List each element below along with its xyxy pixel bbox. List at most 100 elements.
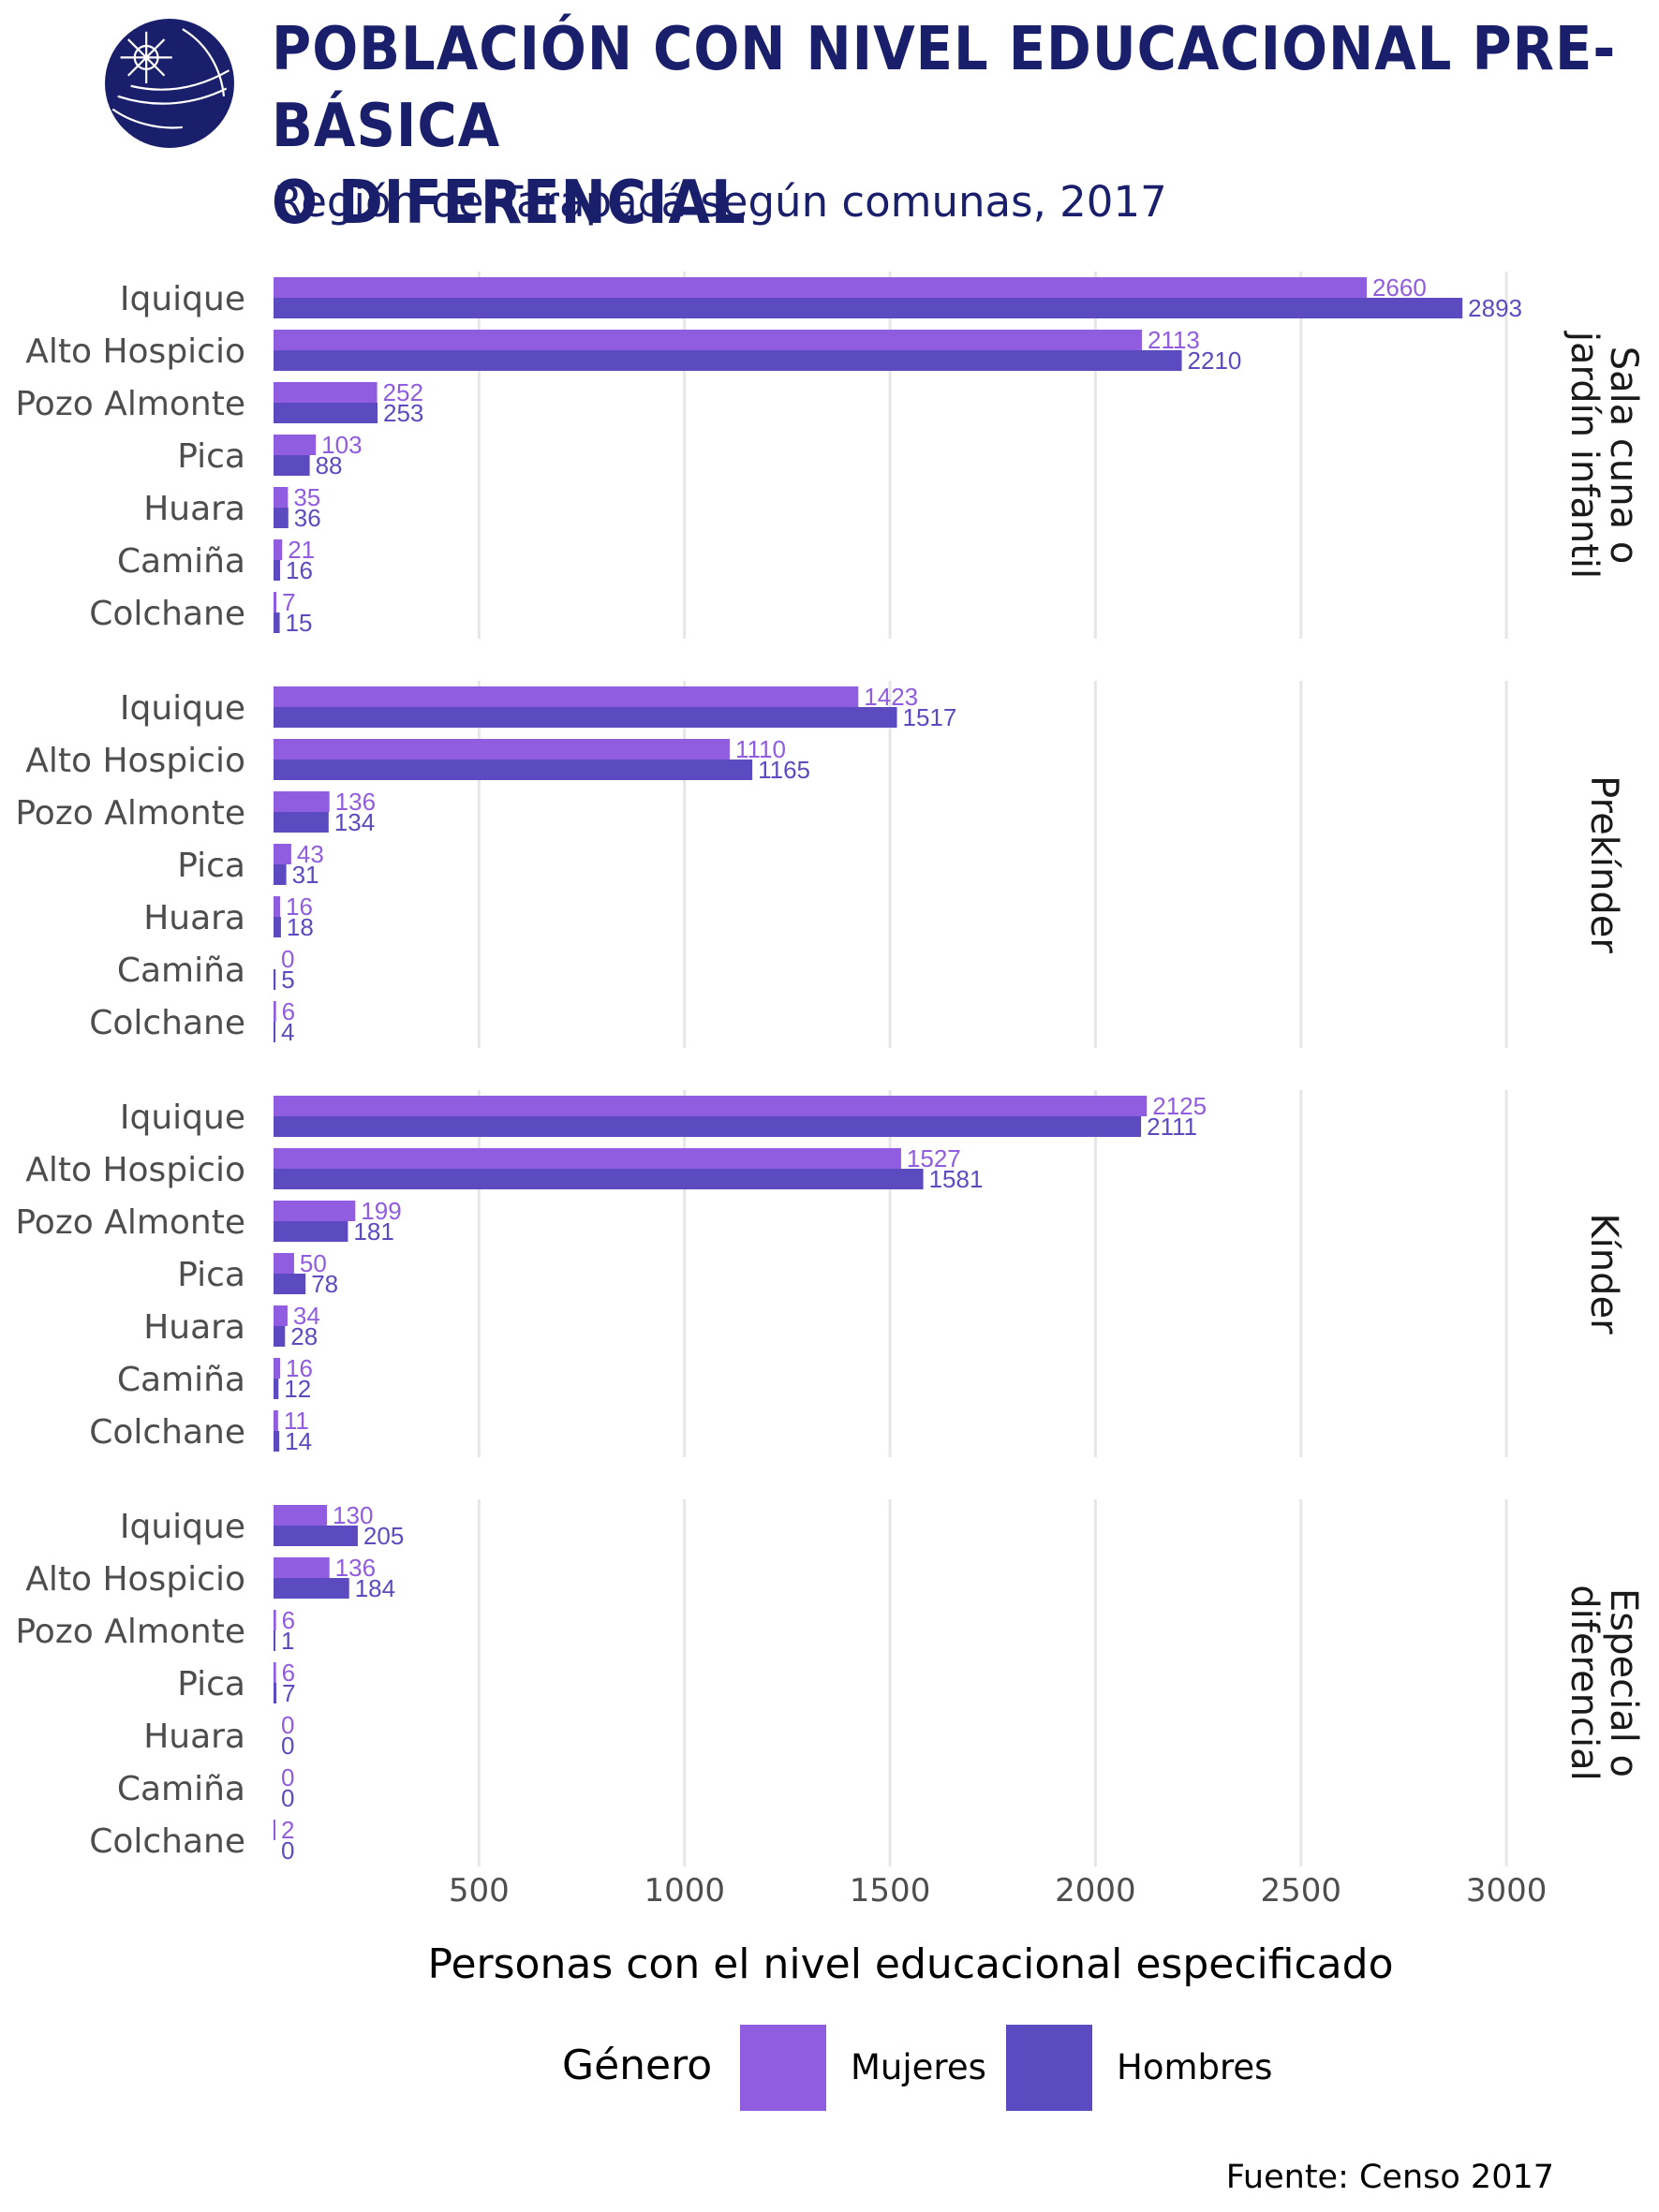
category-label: Iquique (120, 1508, 245, 1546)
bar-hombres (274, 298, 1463, 318)
data-label-mujeres: 1527 (907, 1144, 961, 1172)
legend-key-hombres (1006, 2025, 1092, 2111)
bar-hombres (274, 1683, 277, 1703)
data-label-hombres: 2210 (1188, 347, 1242, 375)
x-tick-label: 2500 (1261, 1872, 1342, 1910)
bar-mujeres (274, 844, 291, 864)
facet-strip-label: Especial odiferencial (1563, 1585, 1645, 1780)
bar-hombres (274, 1022, 275, 1042)
data-label-mujeres: 11 (284, 1407, 309, 1435)
data-label-hombres: 14 (285, 1427, 312, 1455)
bar-mujeres (274, 1410, 278, 1431)
facet-strip-line: Sala cuna o (1602, 347, 1645, 565)
data-label-hombres: 12 (284, 1375, 311, 1403)
bar-mujeres (274, 1358, 281, 1379)
category-label: Huara (143, 899, 245, 937)
data-label-mujeres: 7 (282, 588, 295, 616)
bar-mujeres (274, 739, 730, 759)
data-label-hombres: 15 (286, 609, 313, 637)
legend: Género Mujeres Hombres (0, 2023, 1659, 2116)
bar-mujeres (274, 330, 1142, 350)
bar-hombres (274, 560, 281, 581)
category-label: Pica (177, 1256, 245, 1294)
bar-hombres (274, 707, 897, 728)
x-tick-label: 2000 (1055, 1872, 1136, 1910)
data-label-mujeres: 1110 (735, 735, 786, 763)
bar-mujeres (274, 1610, 276, 1630)
bar-hombres (274, 1526, 358, 1546)
category-label: Pica (177, 847, 245, 885)
facet-strip-line: Prekínder (1582, 775, 1625, 953)
bar-hombres (274, 403, 378, 423)
data-label-mujeres: 2125 (1152, 1092, 1207, 1120)
data-label-mujeres: 0 (281, 1711, 294, 1739)
bar-hombres (274, 1578, 349, 1599)
data-label-mujeres: 2660 (1372, 273, 1427, 302)
category-label: Iquique (120, 1099, 245, 1137)
data-label-mujeres: 1423 (864, 683, 918, 711)
legend-label-hombres: Hombres (1117, 2047, 1273, 2087)
data-label-hombres: 0 (281, 1836, 294, 1865)
bar-mujeres (274, 435, 317, 455)
facet-strip-label: Kínder (1582, 1213, 1625, 1335)
bar-hombres (274, 612, 280, 633)
data-label-hombres: 2111 (1147, 1113, 1197, 1141)
title-line-2: O DIFERENCIAL (272, 169, 747, 238)
data-label-hombres: 4 (281, 1018, 294, 1046)
category-label: Colchane (89, 1822, 245, 1861)
data-label-mujeres: 6 (282, 1606, 295, 1634)
bar-hombres (274, 969, 276, 990)
data-label-mujeres: 35 (293, 483, 320, 511)
data-label-mujeres: 43 (297, 840, 324, 868)
data-label-hombres: 184 (355, 1574, 395, 1602)
category-label: Alto Hospicio (25, 1151, 245, 1189)
category-label: Alto Hospicio (25, 1560, 245, 1599)
data-label-hombres: 36 (294, 504, 321, 532)
institution-logo-icon (105, 19, 234, 148)
data-label-mujeres: 2113 (1148, 326, 1200, 354)
data-label-hombres: 5 (281, 966, 294, 994)
data-label-hombres: 181 (353, 1217, 393, 1246)
category-label: Colchane (89, 1004, 245, 1042)
data-label-mujeres: 252 (383, 378, 423, 406)
category-label: Camiña (117, 1361, 245, 1399)
category-label: Alto Hospicio (25, 332, 245, 371)
bar-mujeres (274, 1820, 275, 1840)
data-label-hombres: 205 (363, 1522, 404, 1550)
category-label: Iquique (120, 689, 245, 728)
bar-mujeres (274, 791, 330, 812)
bar-mujeres (274, 1201, 356, 1221)
category-label: Colchane (89, 595, 245, 633)
bar-hombres (274, 1116, 1142, 1137)
bar-mujeres (274, 1557, 330, 1578)
x-tick-label: 500 (449, 1872, 510, 1910)
category-label: Pozo Almonte (15, 794, 245, 833)
category-label: Pozo Almonte (15, 1613, 245, 1651)
category-label: Camiña (117, 951, 245, 990)
facet-strip-line: Kínder (1582, 1213, 1625, 1335)
data-label-hombres: 28 (290, 1322, 318, 1350)
x-tick-label: 3000 (1466, 1872, 1548, 1910)
data-label-hombres: 253 (383, 399, 423, 427)
data-label-mujeres: 6 (282, 997, 295, 1025)
category-label: Iquique (120, 280, 245, 318)
bar-hombres (274, 812, 329, 833)
bar-hombres (274, 1630, 275, 1651)
data-label-hombres: 2893 (1468, 294, 1522, 322)
x-tick-label: 1000 (644, 1872, 725, 1910)
category-label: Pica (177, 437, 245, 476)
data-label-mujeres: 6 (282, 1659, 295, 1687)
bar-hombres (274, 508, 289, 528)
bar-hombres (274, 1379, 279, 1399)
bar-mujeres (274, 539, 283, 560)
page-title: POBLACIÓN CON NIVEL EDUCACIONAL PRE-BÁSI… (272, 11, 1659, 242)
data-label-hombres: 1165 (758, 756, 810, 784)
category-label: Pica (177, 1665, 245, 1703)
data-label-hombres: 78 (311, 1270, 338, 1298)
bar-hombres (274, 1221, 348, 1242)
category-label: Huara (143, 490, 245, 528)
data-label-hombres: 0 (281, 1784, 294, 1812)
bar-hombres (274, 1326, 286, 1347)
legend-key-mujeres (740, 2025, 826, 2111)
